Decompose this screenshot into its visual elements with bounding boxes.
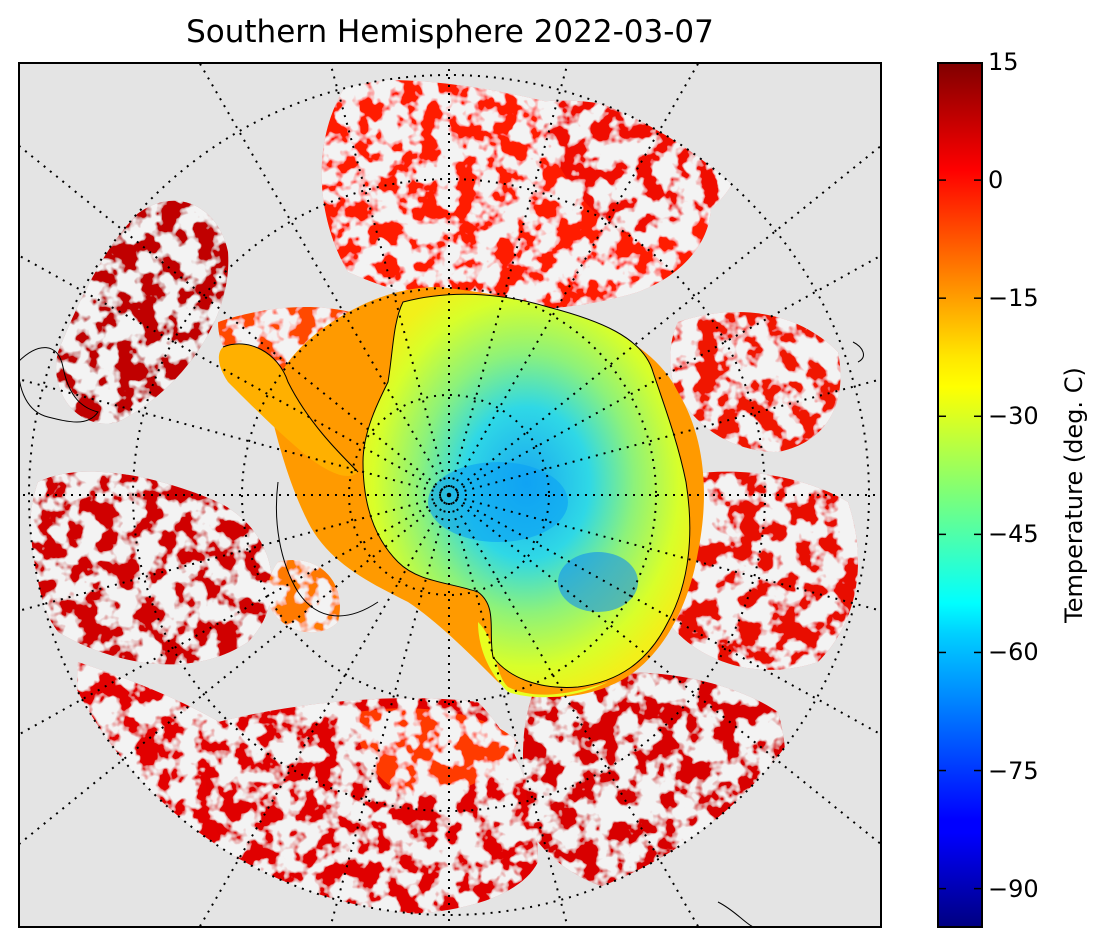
colorbar (937, 62, 983, 928)
east-cold-core (558, 552, 638, 612)
colorbar-frame (937, 62, 983, 928)
polar-cold-core (428, 462, 568, 542)
colorbar-tick-label: 0 (988, 166, 1004, 195)
temperature-field (29, 80, 858, 915)
peninsula-field (218, 343, 358, 477)
colorbar-gradient (937, 62, 983, 928)
colorbar-tick-label: −45 (988, 520, 1039, 549)
colorbar-label: Temperature (deg. C) (1060, 367, 1088, 623)
colorbar-tick-label: −90 (988, 874, 1039, 903)
colorbar-tick-label: −60 (988, 638, 1039, 667)
map-title: Southern Hemisphere 2022-03-07 (186, 14, 714, 50)
colorbar-tick-label: −75 (988, 756, 1039, 785)
map-frame (18, 62, 882, 928)
coastlines (18, 293, 864, 928)
graticule (18, 62, 882, 928)
colorbar-tick-label: −15 (988, 284, 1039, 313)
polar-map (18, 62, 882, 928)
colorbar-tick-label: 15 (988, 48, 1019, 76)
colorbar-tick-label: −30 (988, 402, 1039, 431)
